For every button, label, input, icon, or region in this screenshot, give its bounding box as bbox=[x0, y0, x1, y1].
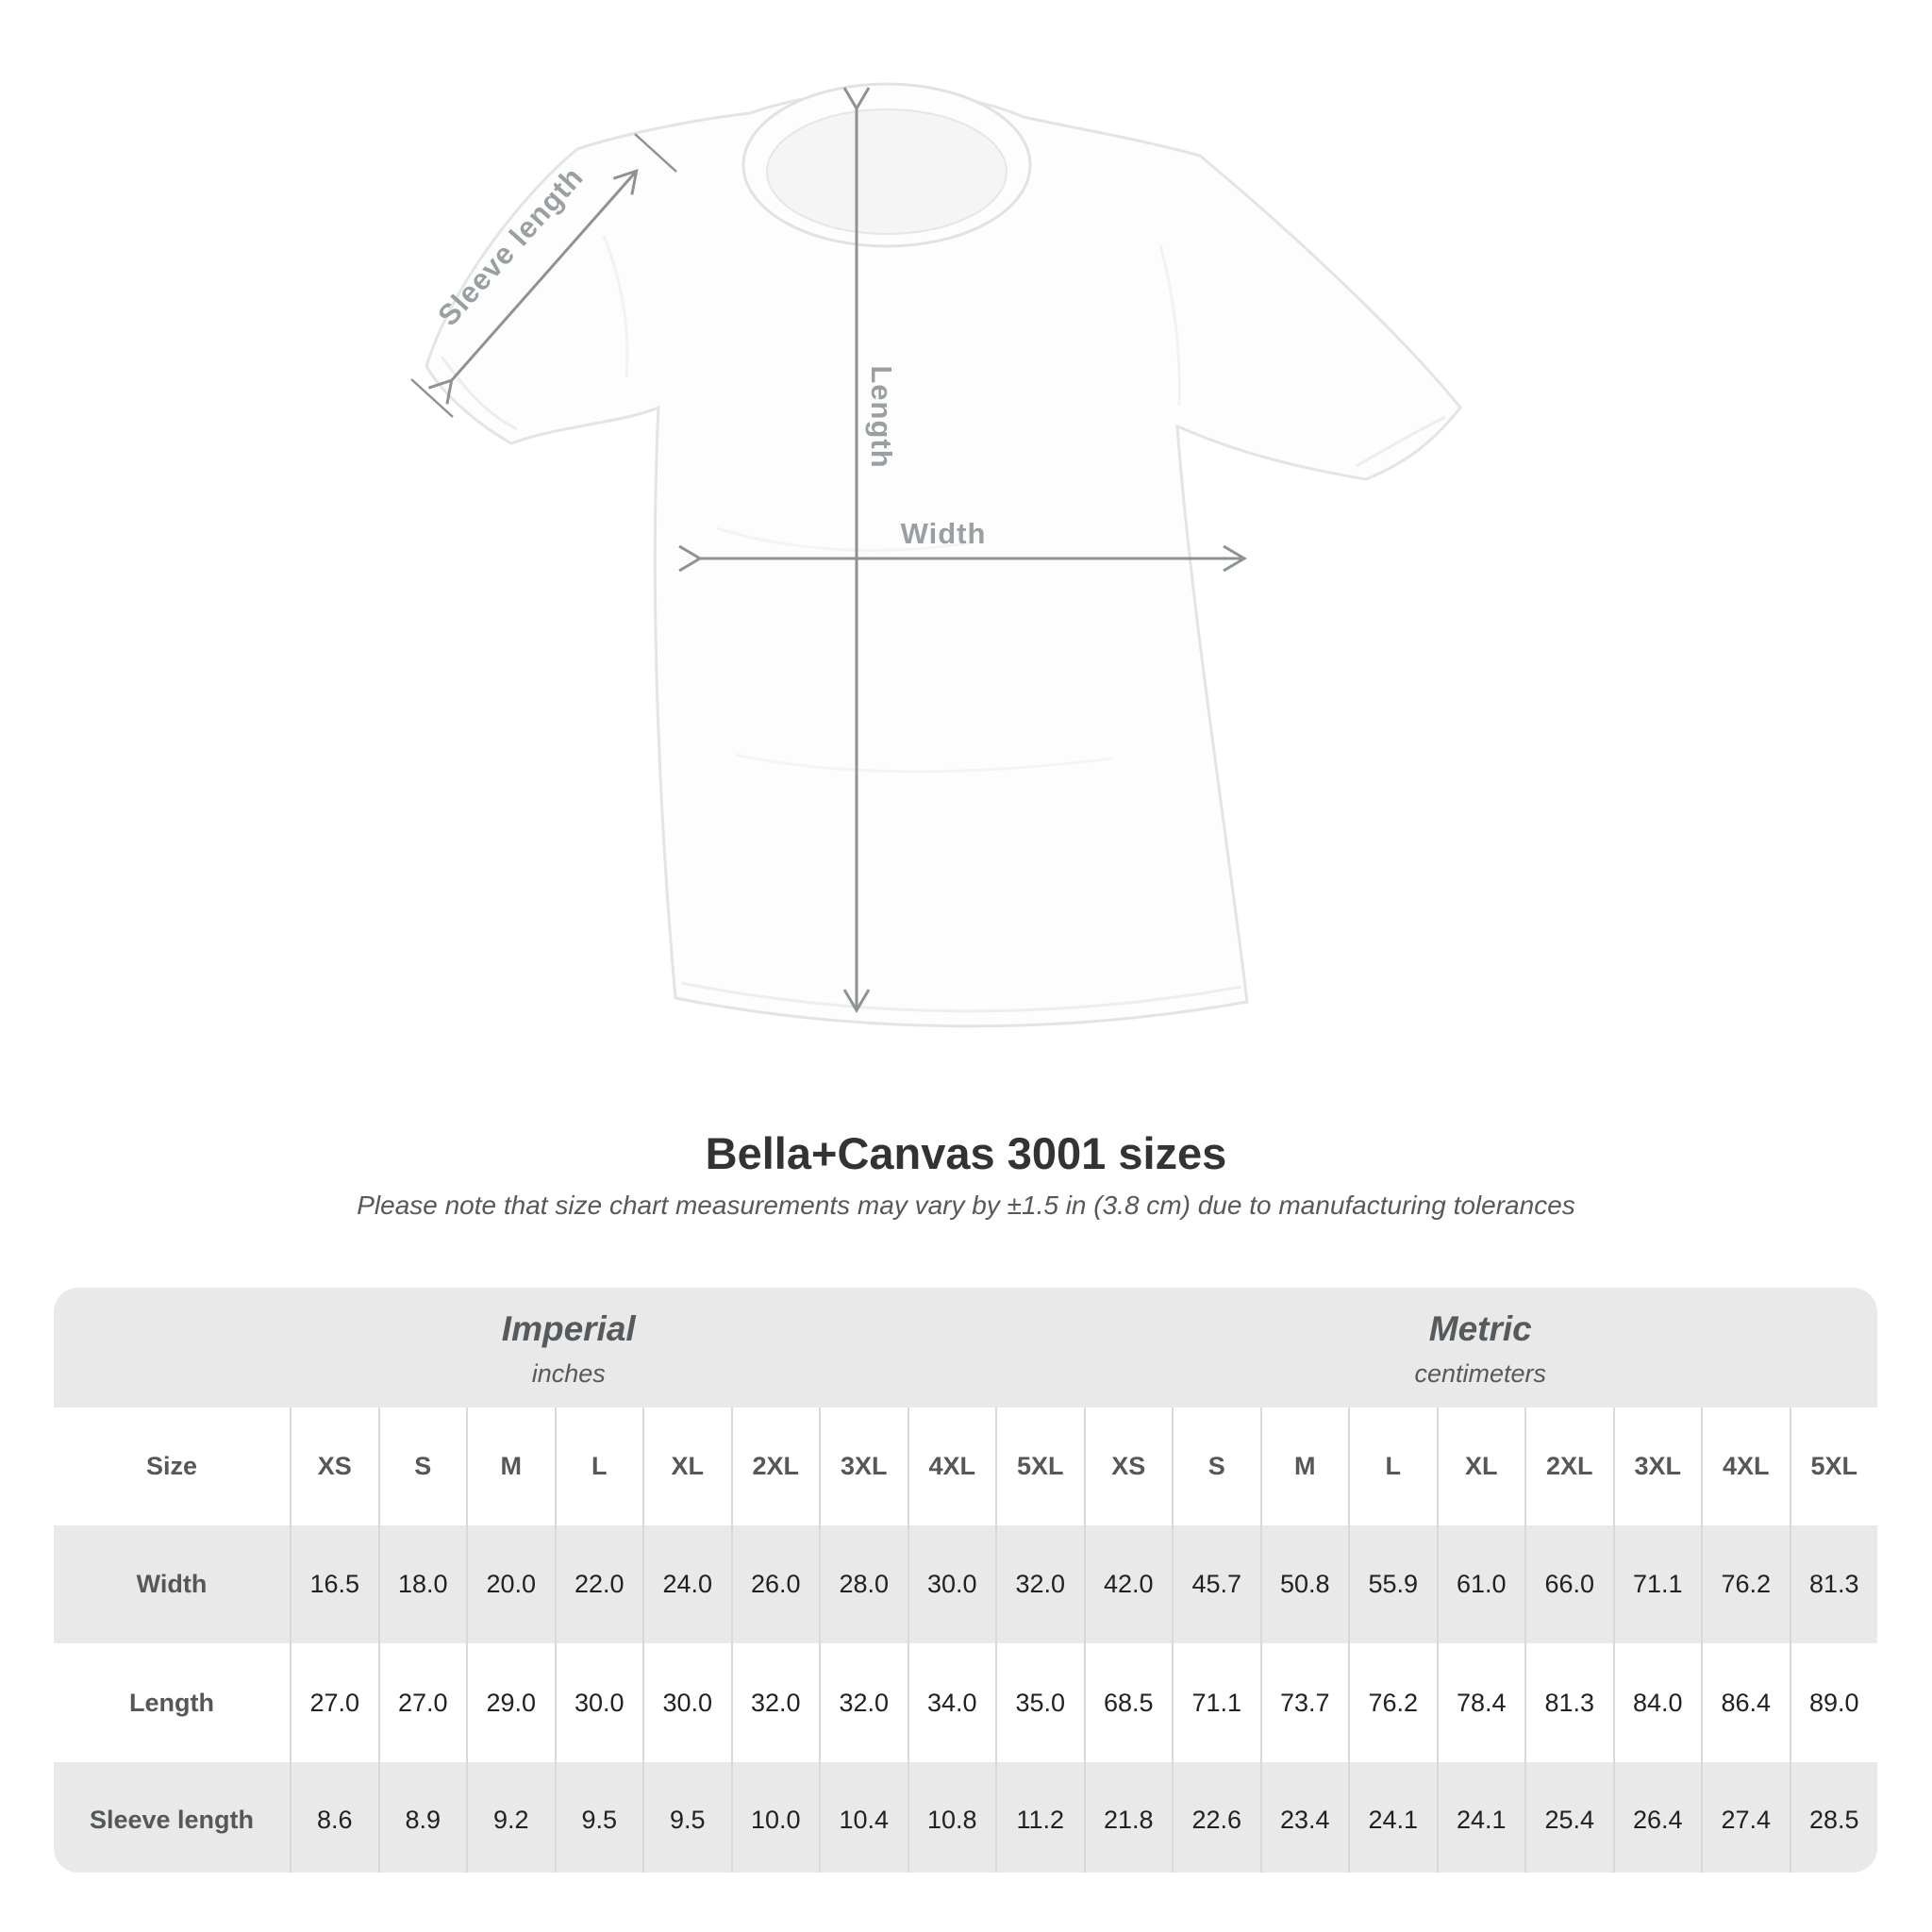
value-cell: 73.7 bbox=[1259, 1643, 1349, 1762]
size-column-header: 2XL bbox=[730, 1407, 820, 1525]
value-cell: 71.1 bbox=[1172, 1643, 1260, 1762]
value-cell: 76.2 bbox=[1701, 1525, 1790, 1643]
value-cell: 34.0 bbox=[907, 1643, 996, 1762]
value-cell: 27.0 bbox=[377, 1643, 467, 1762]
title-block: Bella+Canvas 3001 sizes Please note that… bbox=[0, 1130, 1932, 1221]
value-cell: 61.0 bbox=[1436, 1525, 1525, 1643]
value-cell: 28.0 bbox=[819, 1525, 908, 1643]
value-cell: 22.6 bbox=[1172, 1762, 1260, 1873]
size-column-header: 3XL bbox=[1612, 1407, 1702, 1525]
value-cell: 55.9 bbox=[1348, 1525, 1437, 1643]
value-cell: 21.8 bbox=[1083, 1762, 1173, 1873]
value-cell: 26.0 bbox=[730, 1525, 820, 1643]
value-cell: 16.5 bbox=[290, 1525, 378, 1643]
metric-header: Metric centimeters bbox=[1084, 1288, 1878, 1407]
size-column-header: XL bbox=[642, 1407, 731, 1525]
page-subtitle: Please note that size chart measurements… bbox=[357, 1191, 1575, 1220]
tshirt-graphic bbox=[425, 82, 1462, 1028]
value-cell: 24.1 bbox=[1348, 1762, 1437, 1873]
value-cell: 8.6 bbox=[290, 1762, 378, 1873]
size-column-header: S bbox=[377, 1407, 467, 1525]
size-corner-label: Size bbox=[145, 1452, 198, 1480]
value-cell: 26.4 bbox=[1612, 1762, 1702, 1873]
value-cell: 89.0 bbox=[1789, 1643, 1878, 1762]
size-column-header: 5XL bbox=[995, 1407, 1084, 1525]
unit-band-row: Imperial inches Metric centimeters bbox=[54, 1288, 1877, 1407]
metric-unit: centimeters bbox=[1414, 1359, 1547, 1388]
size-column-header: XS bbox=[1083, 1407, 1173, 1525]
value-cell: 30.0 bbox=[554, 1643, 643, 1762]
size-column-header: 2XL bbox=[1524, 1407, 1613, 1525]
table-row-length: Length 27.0 27.0 29.0 30.0 30.0 32.0 32.0 34.0 3… bbox=[54, 1643, 1877, 1762]
value-cell: 32.0 bbox=[730, 1643, 820, 1762]
value-cell: 10.8 bbox=[907, 1762, 996, 1873]
width-label: Width bbox=[901, 517, 987, 550]
value-cell: 45.7 bbox=[1172, 1525, 1260, 1643]
value-cell: 24.1 bbox=[1436, 1762, 1525, 1873]
value-cell: 25.4 bbox=[1524, 1762, 1613, 1873]
value-cell: 30.0 bbox=[907, 1525, 996, 1643]
value-cell: 32.0 bbox=[995, 1525, 1084, 1643]
row-label-width: Width bbox=[136, 1570, 208, 1598]
value-cell: 27.4 bbox=[1701, 1762, 1790, 1873]
size-column-header: XL bbox=[1436, 1407, 1525, 1525]
value-cell: 22.0 bbox=[554, 1525, 643, 1643]
value-cell: 84.0 bbox=[1612, 1643, 1702, 1762]
value-cell: 10.0 bbox=[730, 1762, 820, 1873]
value-cell: 71.1 bbox=[1612, 1525, 1702, 1643]
value-cell: 35.0 bbox=[995, 1643, 1084, 1762]
value-cell: 86.4 bbox=[1701, 1643, 1790, 1762]
value-cell: 18.0 bbox=[377, 1525, 467, 1643]
imperial-unit: inches bbox=[531, 1359, 606, 1388]
value-cell: 8.9 bbox=[377, 1762, 467, 1873]
size-column-header: M bbox=[1259, 1407, 1349, 1525]
size-column-header: 4XL bbox=[907, 1407, 996, 1525]
size-column-header: 3XL bbox=[819, 1407, 908, 1525]
value-cell: 66.0 bbox=[1524, 1525, 1613, 1643]
row-label-sleeve-length: Sleeve length bbox=[89, 1805, 255, 1834]
metric-title: Metric bbox=[1428, 1309, 1532, 1348]
value-cell: 78.4 bbox=[1436, 1643, 1525, 1762]
dimension-annotations bbox=[410, 87, 1247, 1013]
value-cell: 29.0 bbox=[466, 1643, 555, 1762]
length-label: Length bbox=[865, 365, 898, 468]
value-cell: 76.2 bbox=[1348, 1643, 1437, 1762]
size-header-row: Size XS S M L XL 2XL 3XL 4XL 5XL XS S M L XL 2XL 3XL 4XL… bbox=[54, 1407, 1877, 1525]
size-column-header: S bbox=[1172, 1407, 1260, 1525]
page-title: Bella+Canvas 3001 sizes bbox=[705, 1128, 1227, 1178]
value-cell: 81.3 bbox=[1524, 1643, 1613, 1762]
table-row-sleeve-length: Sleeve length 8.6 8.9 9.2 9.5 9.5 10.0 10.4 10.… bbox=[54, 1762, 1877, 1873]
size-column-header: M bbox=[466, 1407, 555, 1525]
value-cell: 10.4 bbox=[819, 1762, 908, 1873]
value-cell: 50.8 bbox=[1259, 1525, 1349, 1643]
value-cell: 23.4 bbox=[1259, 1762, 1349, 1873]
value-cell: 24.0 bbox=[642, 1525, 731, 1643]
imperial-header: Imperial inches bbox=[54, 1288, 1084, 1407]
value-cell: 32.0 bbox=[819, 1643, 908, 1762]
value-cell: 30.0 bbox=[642, 1643, 731, 1762]
imperial-title: Imperial bbox=[501, 1309, 636, 1348]
value-cell: 11.2 bbox=[995, 1762, 1084, 1873]
size-column-header: 5XL bbox=[1789, 1407, 1878, 1525]
value-cell: 9.5 bbox=[642, 1762, 731, 1873]
table-row-width: Width 16.5 18.0 20.0 22.0 24.0 26.0 28.0 30.0 32… bbox=[54, 1525, 1877, 1643]
row-label-length: Length bbox=[129, 1688, 214, 1717]
size-column-header: L bbox=[1348, 1407, 1437, 1525]
value-cell: 20.0 bbox=[466, 1525, 555, 1643]
value-cell: 42.0 bbox=[1083, 1525, 1173, 1643]
size-column-header: L bbox=[554, 1407, 643, 1525]
value-cell: 27.0 bbox=[290, 1643, 378, 1762]
shirt-diagram: Sleeve length Length Width bbox=[410, 82, 1462, 1028]
value-cell: 81.3 bbox=[1789, 1525, 1878, 1643]
value-cell: 9.5 bbox=[554, 1762, 643, 1873]
sleeve-dimension-arrow bbox=[410, 133, 677, 418]
value-cell: 68.5 bbox=[1083, 1643, 1173, 1762]
value-cell: 9.2 bbox=[466, 1762, 555, 1873]
value-cell: 28.5 bbox=[1789, 1762, 1878, 1873]
size-column-header: XS bbox=[290, 1407, 378, 1525]
size-column-header: 4XL bbox=[1701, 1407, 1790, 1525]
size-table: Imperial inches Metric centimeters Size … bbox=[54, 1288, 1877, 1873]
